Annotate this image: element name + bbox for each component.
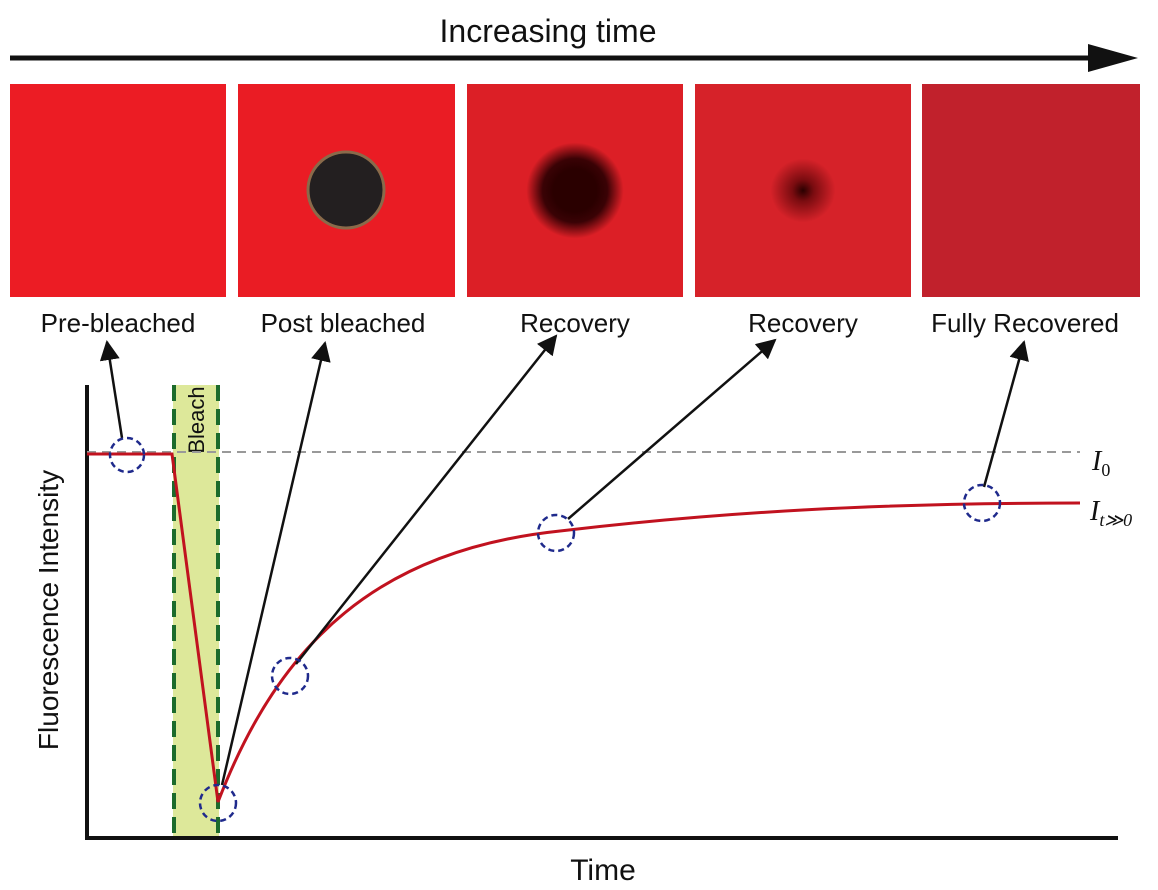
title: Increasing time bbox=[440, 13, 657, 49]
text: t≫0 bbox=[1099, 510, 1132, 530]
bleach-label: Bleach bbox=[184, 386, 209, 453]
text: 0 bbox=[1101, 460, 1110, 480]
frap-diagram: Increasing time Pre-bleached Post bleach… bbox=[0, 0, 1158, 890]
initial-level-label: I0 bbox=[1091, 446, 1110, 480]
panel bbox=[695, 84, 911, 297]
highlight-circles bbox=[110, 438, 1000, 821]
x-axis-label: Time bbox=[570, 854, 636, 887]
bleach-spot bbox=[308, 152, 384, 228]
panel-label: Fully Recovered bbox=[931, 308, 1119, 338]
final-level-label: It≫0 bbox=[1089, 496, 1132, 530]
panel-label: Recovery bbox=[520, 308, 630, 338]
panel bbox=[10, 84, 226, 297]
panel-label: Post bleached bbox=[261, 308, 426, 338]
y-axis-label: Fluorescence Intensity bbox=[33, 470, 64, 750]
pointer-arrows bbox=[107, 336, 1024, 785]
time-arrow-head bbox=[1088, 44, 1138, 72]
panel bbox=[467, 84, 683, 297]
panel-label: Recovery bbox=[748, 308, 858, 338]
panel bbox=[922, 84, 1140, 297]
panel-label: Pre-bleached bbox=[41, 308, 196, 338]
